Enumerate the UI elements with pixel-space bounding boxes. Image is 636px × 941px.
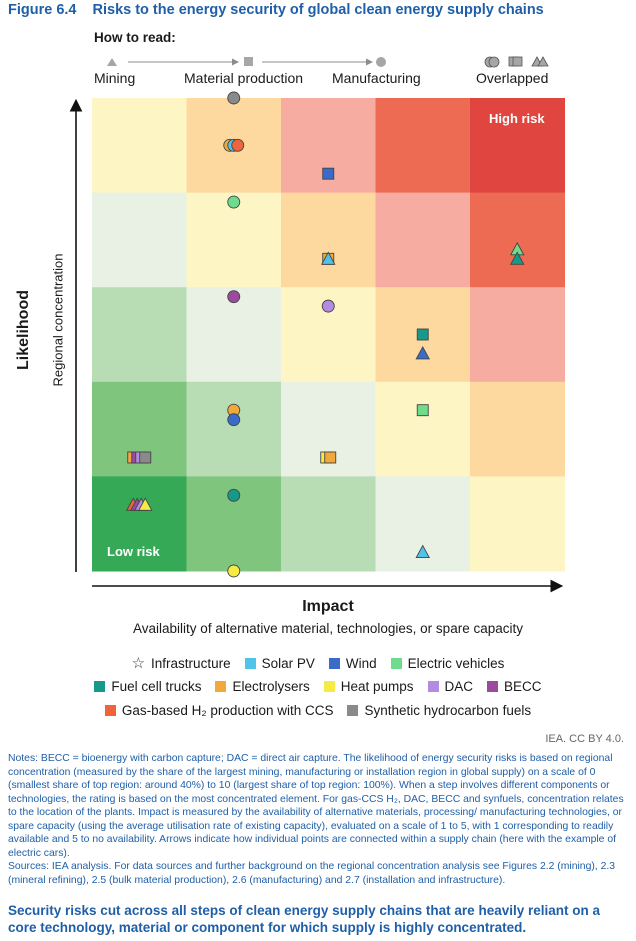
dac-circle-point [321,299,335,313]
becc-circle-point [227,290,241,304]
heatmap-cell-r5-c5 [470,476,565,572]
legend-swatch-electrolysers [215,681,227,692]
heatmap-grid [92,98,565,572]
legend-swatch-dac [427,681,439,692]
heat-pumps-triangle-point [137,497,153,511]
footer-statement: Security risks cut across all steps of c… [8,903,600,935]
material-square-icon [244,57,253,66]
heatmap-cell-r1-c4 [375,98,471,194]
x-axis-subtitle: Availability of alternative material, te… [133,621,523,636]
chart-axes [69,98,564,593]
legend-label: Solar PV [261,656,315,671]
heatmap-cell-r4-c5 [470,381,565,477]
heatmap-cell-r5-c1 [92,476,187,572]
manufacturing-circle-icon [376,57,386,67]
electric-vehicles-square-point [416,404,429,417]
heatmap-cell-r1-c5 [470,98,565,194]
solar-pv-triangle-point [320,251,336,265]
heatmap-cell-r5-c3 [281,476,376,572]
legend-label: Wind [345,656,377,671]
fuel-cell-trucks-triangle-point [509,251,525,265]
gas-based-h2-production-with-ccs-circle-point [231,138,245,152]
heatmap-cell-r2-c1 [92,192,187,288]
legend-row: ☆ Infrastructure Solar PV Wind Electric vehi… [0,656,636,671]
electric-vehicles-circle-point [227,195,241,209]
fuel-cell-trucks-circle-point [227,488,241,502]
legend-swatch-electric-vehicles [390,658,402,669]
wind-circle-point [227,413,241,427]
legend-swatch-solar-pv [244,658,256,669]
legend-item-dac: DAC [427,679,474,694]
legend-label: Electrolysers [232,679,310,694]
heatmap-cell-r3-c1 [92,287,187,383]
legend-item-electric-vehicles: Electric vehicles [390,656,505,671]
wind-triangle-point [415,345,431,360]
legend-item-gas-based-h-production-with-ccs: Gas-based H₂ production with CCS [104,703,334,718]
overlap-circle-icon-b [488,56,500,68]
legend-row: Gas-based H₂ production with CCS Syntheti… [0,703,636,718]
legend-label: Heat pumps [340,679,414,694]
legend-item-fuel-cell-trucks: Fuel cell trucks [94,679,201,694]
heatmap-cell-r2-c5 [470,192,565,288]
synthetic-hydrocarbon-fuels-circle-point [227,91,241,105]
overlap-square-icon-b [512,56,523,67]
wind-square-point [322,167,335,180]
legend-swatch-wind [328,658,340,669]
low-risk-label: Low risk [107,544,160,559]
notes-text: Notes: BECC = bioenergy with carbon capt… [8,753,624,859]
legend-row: Fuel cell trucks Electrolysers Heat pumps D… [0,679,636,694]
y-axis-subtitle: Regional concentration [50,253,66,387]
figure-title-text: Risks to the energy security of global c… [92,2,544,18]
source-credit: IEA. CC BY 4.0. [545,733,624,745]
risk-matrix-chart [69,56,565,593]
heatmap-cell-r4-c4 [375,381,471,477]
legend-swatch-gas-based-h-production-with-ccs [104,705,116,716]
figure-title: Figure 6.4 Risks to the energy security o… [8,2,544,18]
overlap-triangle-icon-b [537,56,549,67]
high-risk-label: High risk [489,111,545,126]
heat-pumps-circle-point [227,564,241,578]
legend-label: Electric vehicles [407,656,505,671]
legend-item-becc: BECC [487,679,542,694]
how-to-read-heading: How to read: [94,30,176,45]
legend-label: Fuel cell trucks [111,679,202,694]
legend-swatch-becc [487,681,499,692]
sources-text: Sources: IEA analysis. For data sources … [8,861,616,886]
legend-label: Infrastructure [151,656,231,671]
legend-item-infrastructure: ☆ Infrastructure [132,656,231,671]
step-label-mining: Mining [94,70,136,86]
legend-label: BECC [504,679,542,694]
step-label-overlapped: Overlapped [476,70,549,86]
legend-item-wind: Wind [328,656,377,671]
heatmap-cell-r2-c3 [281,192,376,288]
legend-item-electrolysers: Electrolysers [215,679,310,694]
heatmap-cell-r2-c4 [375,192,471,288]
heatmap-cell-r1-c1 [92,98,187,194]
synthetic-hydrocarbon-fuels-square-point [139,451,152,464]
mining-triangle-icon [107,58,117,66]
legend-item-synthetic-hydrocarbon-fuels: Synthetic hydrocarbon fuels [347,703,531,718]
step-label-material-production: Material production [184,70,304,86]
heatmap-cell-r4-c2 [186,381,282,477]
notes-block: Notes: BECC = bioenergy with carbon capt… [8,752,630,887]
x-axis-title: Impact [302,598,354,615]
figure-number: Figure 6.4 [8,2,77,18]
legend-swatch-synthetic-hydrocarbon-fuels [347,705,359,716]
data-points [125,91,525,578]
legend-label: Synthetic hydrocarbon fuels [364,703,532,718]
solar-pv-triangle-point [415,544,431,559]
heatmap-cell-r3-c5 [470,287,565,383]
how-to-read-icons [107,56,549,68]
legend-item-heat-pumps: Heat pumps [323,679,414,694]
star-outline-icon: ☆ [131,655,146,672]
legend-swatch-fuel-cell-trucks [94,681,106,692]
legend-swatch-heat-pumps [323,681,335,692]
y-axis-title: Likelihood [15,290,32,370]
fuel-cell-trucks-square-point [416,328,429,341]
electrolysers-square-point [324,451,337,464]
step-label-manufacturing: Manufacturing [332,70,421,86]
legend-label: Gas-based H₂ production with CCS [121,703,334,718]
legend-label: DAC [444,679,474,694]
legend-item-solar-pv: Solar PV [244,656,315,671]
